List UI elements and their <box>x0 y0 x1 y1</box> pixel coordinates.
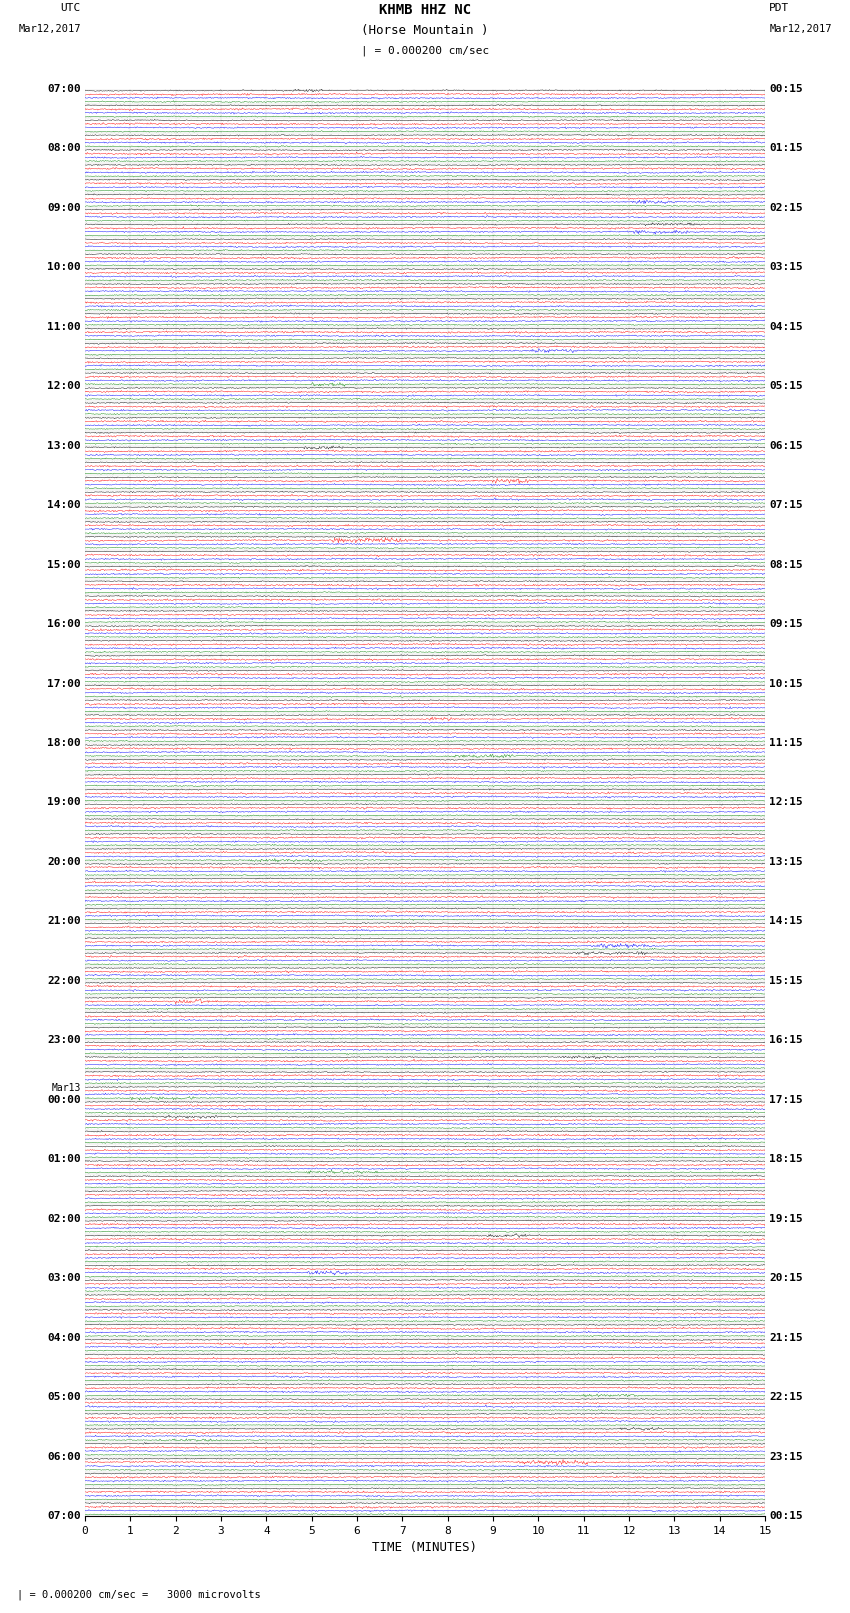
Text: KHMB HHZ NC: KHMB HHZ NC <box>379 3 471 18</box>
Text: 20:15: 20:15 <box>769 1273 803 1284</box>
Text: 08:15: 08:15 <box>769 560 803 569</box>
Text: 11:00: 11:00 <box>47 321 81 332</box>
Text: 07:15: 07:15 <box>769 500 803 510</box>
Text: 18:15: 18:15 <box>769 1155 803 1165</box>
Text: 14:15: 14:15 <box>769 916 803 926</box>
Text: 14:00: 14:00 <box>47 500 81 510</box>
Text: 03:15: 03:15 <box>769 263 803 273</box>
Text: 07:00: 07:00 <box>47 84 81 94</box>
Text: 00:15: 00:15 <box>769 1511 803 1521</box>
Text: 03:00: 03:00 <box>47 1273 81 1284</box>
Text: 20:00: 20:00 <box>47 857 81 866</box>
Text: 22:15: 22:15 <box>769 1392 803 1402</box>
Text: 13:15: 13:15 <box>769 857 803 866</box>
Text: 07:00: 07:00 <box>47 1511 81 1521</box>
Text: Mar12,2017: Mar12,2017 <box>18 24 81 34</box>
Text: 15:15: 15:15 <box>769 976 803 986</box>
Text: 16:00: 16:00 <box>47 619 81 629</box>
Text: 17:15: 17:15 <box>769 1095 803 1105</box>
X-axis label: TIME (MINUTES): TIME (MINUTES) <box>372 1542 478 1555</box>
Text: | = 0.000200 cm/sec: | = 0.000200 cm/sec <box>361 45 489 56</box>
Text: 09:00: 09:00 <box>47 203 81 213</box>
Text: 19:00: 19:00 <box>47 797 81 808</box>
Text: 17:00: 17:00 <box>47 679 81 689</box>
Text: 13:00: 13:00 <box>47 440 81 450</box>
Text: UTC: UTC <box>60 3 81 13</box>
Text: 10:15: 10:15 <box>769 679 803 689</box>
Text: 21:00: 21:00 <box>47 916 81 926</box>
Text: 00:15: 00:15 <box>769 84 803 94</box>
Text: 18:00: 18:00 <box>47 739 81 748</box>
Text: 23:15: 23:15 <box>769 1452 803 1461</box>
Text: 05:00: 05:00 <box>47 1392 81 1402</box>
Text: | = 0.000200 cm/sec =   3000 microvolts: | = 0.000200 cm/sec = 3000 microvolts <box>17 1589 261 1600</box>
Text: 06:00: 06:00 <box>47 1452 81 1461</box>
Text: 10:00: 10:00 <box>47 263 81 273</box>
Text: 12:15: 12:15 <box>769 797 803 808</box>
Text: 09:15: 09:15 <box>769 619 803 629</box>
Text: 15:00: 15:00 <box>47 560 81 569</box>
Text: 02:15: 02:15 <box>769 203 803 213</box>
Text: PDT: PDT <box>769 3 790 13</box>
Text: 16:15: 16:15 <box>769 1036 803 1045</box>
Text: 04:15: 04:15 <box>769 321 803 332</box>
Text: 12:00: 12:00 <box>47 381 81 390</box>
Text: 23:00: 23:00 <box>47 1036 81 1045</box>
Text: 00:00: 00:00 <box>47 1095 81 1105</box>
Text: 01:15: 01:15 <box>769 144 803 153</box>
Text: 08:00: 08:00 <box>47 144 81 153</box>
Text: 06:15: 06:15 <box>769 440 803 450</box>
Text: 11:15: 11:15 <box>769 739 803 748</box>
Text: (Horse Mountain ): (Horse Mountain ) <box>361 24 489 37</box>
Text: 19:15: 19:15 <box>769 1215 803 1224</box>
Text: 05:15: 05:15 <box>769 381 803 390</box>
Text: Mar13: Mar13 <box>51 1084 81 1094</box>
Text: 02:00: 02:00 <box>47 1215 81 1224</box>
Text: 01:00: 01:00 <box>47 1155 81 1165</box>
Text: 04:00: 04:00 <box>47 1332 81 1342</box>
Text: 21:15: 21:15 <box>769 1332 803 1342</box>
Text: Mar12,2017: Mar12,2017 <box>769 24 832 34</box>
Text: 22:00: 22:00 <box>47 976 81 986</box>
